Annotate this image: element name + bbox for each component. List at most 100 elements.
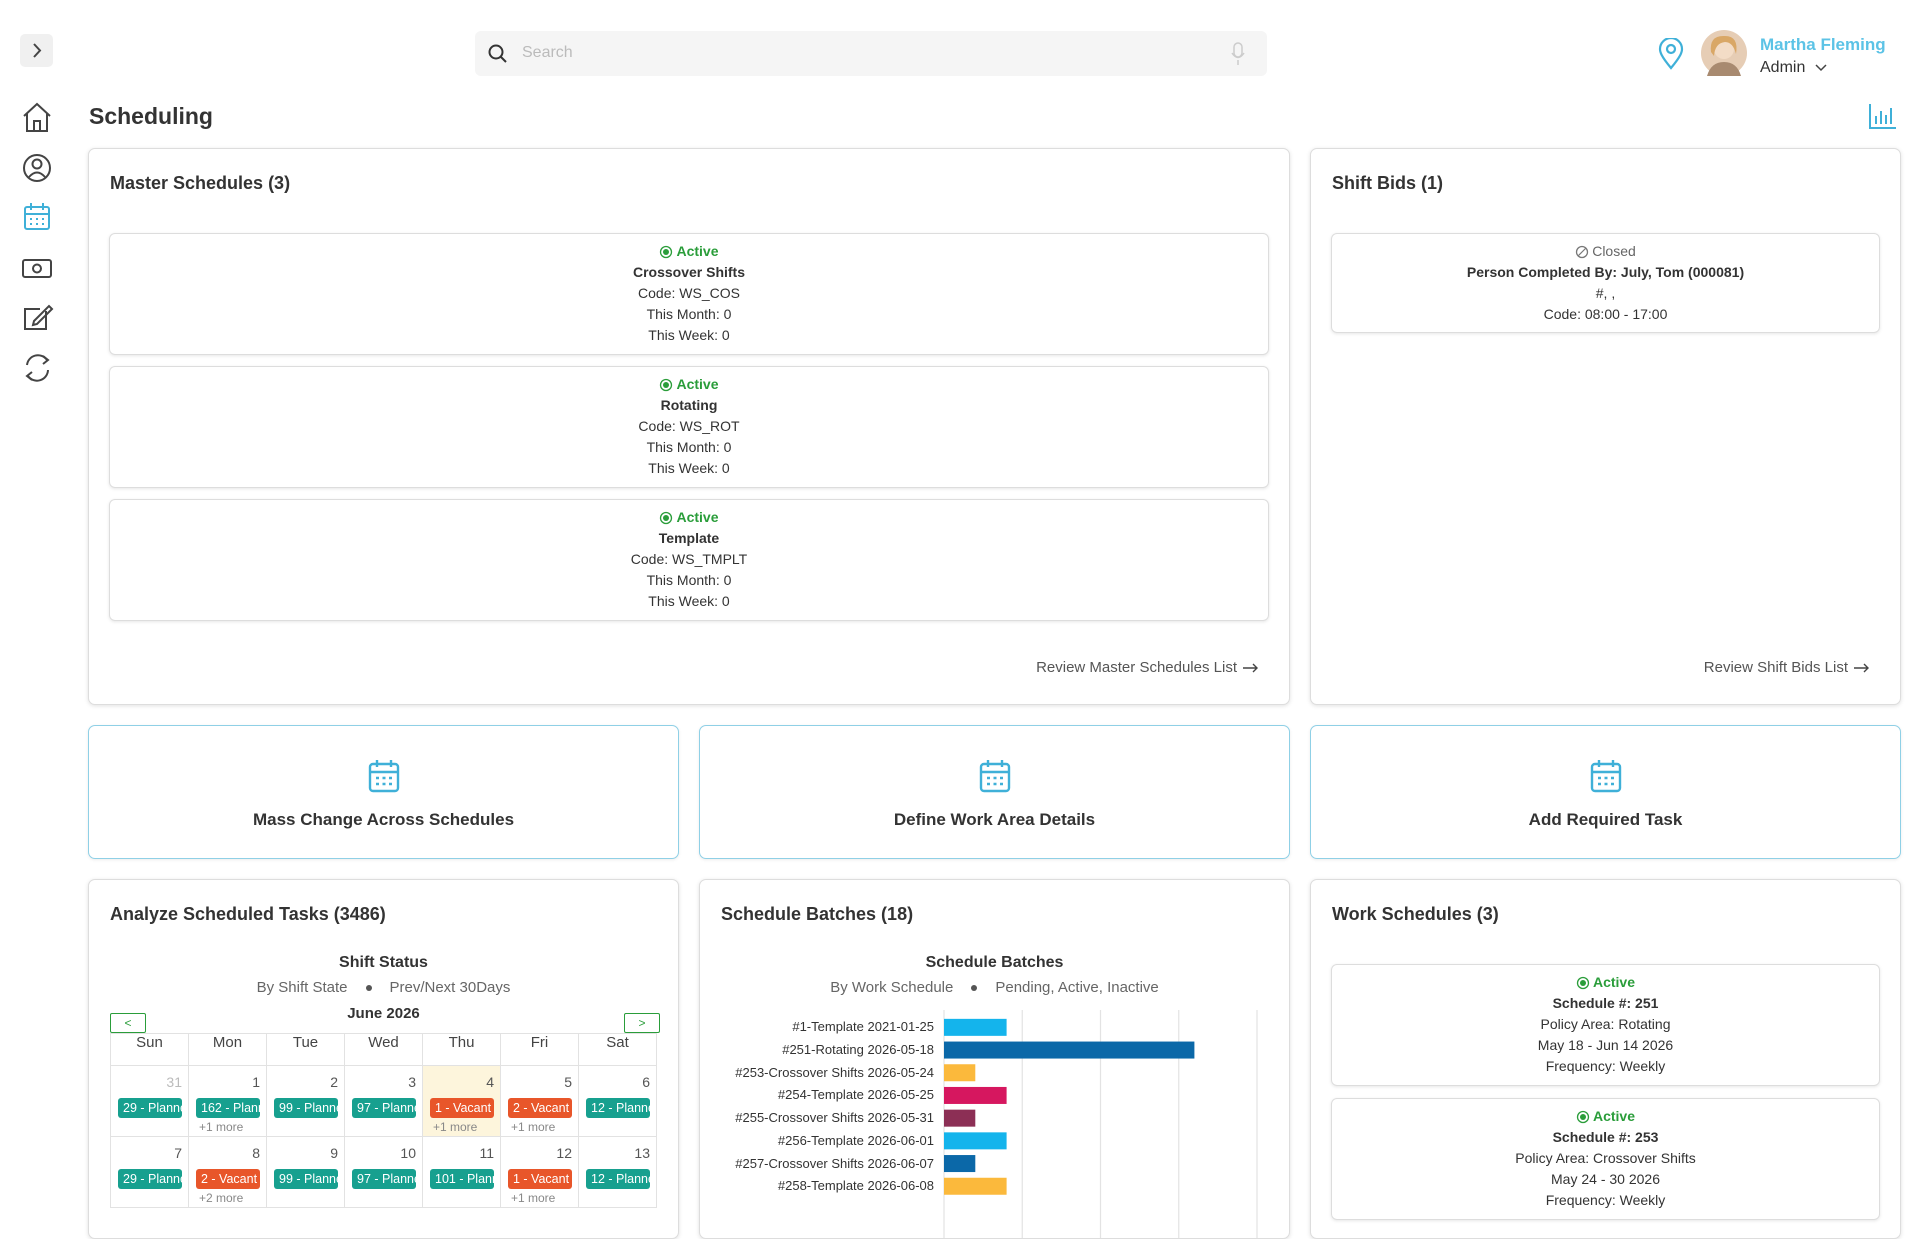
schedule-code: Code: WS_ROT bbox=[638, 418, 740, 434]
day-cell: 1 162 - Planned +1 more bbox=[188, 1065, 267, 1137]
more-link[interactable]: +1 more bbox=[511, 1120, 556, 1134]
event-pill[interactable]: 12 - Planned bbox=[586, 1169, 650, 1189]
action-card[interactable]: Mass Change Across Schedules bbox=[88, 725, 679, 859]
edit-icon[interactable] bbox=[24, 304, 54, 330]
weekday: Tue bbox=[266, 1033, 345, 1066]
bar bbox=[944, 1041, 1195, 1059]
work-schedule-item: Active Schedule #: 253 Policy Area: Crosso… bbox=[1331, 1098, 1880, 1220]
more-link[interactable]: +2 more bbox=[199, 1191, 244, 1205]
card-title: Analyze Scheduled Tasks (3486) bbox=[110, 904, 386, 924]
event-pill[interactable]: 2 - Vacant bbox=[196, 1169, 260, 1189]
event-pill[interactable]: 162 - Planned bbox=[196, 1098, 260, 1118]
calendar-icon bbox=[368, 760, 399, 793]
user-name[interactable]: Martha Fleming bbox=[1760, 35, 1886, 54]
schedule-frequency: Frequency: Weekly bbox=[1545, 1192, 1666, 1208]
arrow-icon bbox=[1854, 663, 1869, 672]
more-link[interactable]: +1 more bbox=[511, 1191, 556, 1205]
calendar-icon bbox=[979, 760, 1010, 793]
work-schedule-item: Active Schedule #: 251 Policy Area: Rotati… bbox=[1331, 964, 1880, 1086]
schedule-dates: May 18 - Jun 14 2026 bbox=[1537, 1037, 1674, 1053]
calendar-icon[interactable] bbox=[24, 203, 50, 230]
user-role-menu[interactable]: Admin bbox=[1760, 59, 1827, 77]
event-pill[interactable]: 29 - Planned bbox=[118, 1098, 182, 1118]
action-card[interactable]: Define Work Area Details bbox=[699, 725, 1290, 859]
weekday: Sun bbox=[110, 1033, 189, 1066]
day-number: 8 bbox=[252, 1145, 260, 1161]
sync-icon[interactable] bbox=[25, 354, 50, 382]
search-icon bbox=[488, 44, 507, 63]
bid-code: Code: 08:00 - 17:00 bbox=[1543, 306, 1668, 322]
money-icon[interactable] bbox=[22, 259, 52, 278]
separator bbox=[971, 984, 978, 991]
event-pill[interactable]: 99 - Planned bbox=[274, 1098, 338, 1118]
bar-chart: #1-Template 2021-01-25 #251-Rotating 2026… bbox=[700, 880, 1289, 1238]
sidebar-toggle[interactable] bbox=[20, 34, 53, 67]
status-text: Closed bbox=[1592, 243, 1636, 259]
schedule-name: Rotating bbox=[660, 397, 718, 413]
page-title: Scheduling bbox=[89, 103, 213, 129]
avatar[interactable] bbox=[1701, 30, 1747, 76]
status-ring bbox=[1576, 1110, 1590, 1123]
next-button[interactable]: > bbox=[624, 1013, 660, 1033]
status: Active bbox=[110, 241, 1268, 262]
event-pill[interactable]: 12 - Planned bbox=[586, 1098, 650, 1118]
chart-subtitle: By Work Schedule Pending, Active, Inactiv… bbox=[700, 979, 1289, 996]
day-cell: 4 1 - Vacant +1 more bbox=[422, 1065, 501, 1137]
card-title: Master Schedules (3) bbox=[110, 173, 291, 193]
schedule-week: This Week: 0 bbox=[648, 327, 730, 343]
schedule-item: Active Rotating Code: WS_ROT This Month: 0 T… bbox=[109, 366, 1269, 488]
sidebar-icons bbox=[22, 102, 54, 382]
status-dot bbox=[663, 381, 670, 388]
work-schedules-card: Work Schedules (3) Active Schedule #: 251… bbox=[1310, 879, 1901, 1239]
event-pill[interactable]: 1 - Vacant bbox=[508, 1169, 572, 1189]
card-title: Work Schedules (3) bbox=[1332, 904, 1499, 924]
prev-button[interactable]: < bbox=[110, 1013, 146, 1033]
event-pill[interactable]: 29 - Planned bbox=[118, 1169, 182, 1189]
event-pill[interactable]: 97 - Planned bbox=[352, 1098, 416, 1118]
day-number: 12 bbox=[556, 1145, 572, 1161]
status-text: Active bbox=[1592, 974, 1636, 990]
subtitle-part: By Shift State bbox=[256, 979, 348, 996]
day-cell: 13 12 - Planned bbox=[578, 1136, 657, 1208]
status: Active bbox=[110, 374, 1268, 395]
mic-icon[interactable] bbox=[1231, 42, 1245, 66]
bar bbox=[944, 1086, 1007, 1104]
status-icon bbox=[1576, 1110, 1590, 1123]
schedule-name: Template bbox=[658, 530, 720, 546]
bar-label: #253-Crossover Shifts 2026-05-24 bbox=[735, 1064, 934, 1080]
schedule-number: Schedule #: 253 bbox=[1552, 1129, 1659, 1145]
day-number: 11 bbox=[479, 1145, 494, 1161]
day-number: 2 bbox=[330, 1074, 338, 1090]
more-link[interactable]: +1 more bbox=[433, 1120, 478, 1134]
review-link[interactable]: Review Shift Bids List bbox=[1704, 659, 1870, 676]
analytics-icon[interactable] bbox=[1868, 102, 1898, 130]
status-ring bbox=[660, 511, 673, 524]
status: Active bbox=[110, 507, 1268, 528]
day-number: 31 bbox=[166, 1074, 182, 1090]
home-icon[interactable] bbox=[23, 102, 51, 132]
chart-title: Shift Status bbox=[339, 954, 428, 971]
subtitle-part: By Work Schedule bbox=[830, 979, 954, 996]
schedule-dates: May 24 - 30 2026 bbox=[1551, 1171, 1660, 1187]
day-number: 1 bbox=[252, 1074, 260, 1090]
more-link[interactable]: +1 more bbox=[199, 1120, 244, 1134]
action-card[interactable]: Add Required Task bbox=[1310, 725, 1901, 859]
event-pill[interactable]: 2 - Vacant bbox=[508, 1098, 572, 1118]
status-text: Active bbox=[676, 243, 719, 259]
status-ring bbox=[1576, 976, 1590, 989]
day-cell: 31 29 - Planned bbox=[110, 1065, 189, 1137]
status-text: Active bbox=[1592, 1108, 1636, 1124]
profile-icon[interactable] bbox=[23, 154, 51, 182]
event-pill[interactable]: 101 - Planned bbox=[430, 1169, 494, 1189]
bar-label: #254-Template 2026-05-25 bbox=[777, 1087, 934, 1103]
status: Active bbox=[1332, 972, 1879, 993]
review-link[interactable]: Review Master Schedules List bbox=[1036, 659, 1259, 676]
event-pill[interactable]: 1 - Vacant bbox=[430, 1098, 494, 1118]
event-pill[interactable]: 99 - Planned bbox=[274, 1169, 338, 1189]
event-pill[interactable]: 97 - Planned bbox=[352, 1169, 416, 1189]
week-row: 31 29 - Planned 1 162 - Planned +1 more 2 99 -… bbox=[110, 1065, 657, 1137]
location-icon[interactable] bbox=[1657, 38, 1685, 70]
user-role: Admin bbox=[1760, 59, 1806, 76]
search-bar[interactable]: Search bbox=[475, 31, 1267, 76]
